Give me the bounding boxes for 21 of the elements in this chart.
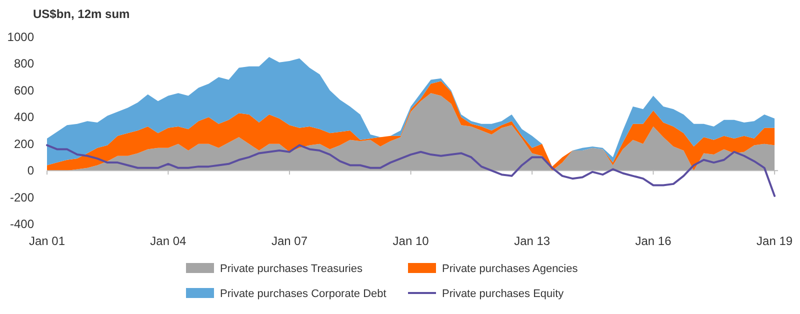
y-tick-label: 200: [14, 136, 34, 151]
y-tick-label: 600: [14, 83, 34, 98]
line-series: [46, 144, 776, 197]
x-tick-label: Jan 19: [756, 234, 793, 248]
x-tick-label: Jan 16: [635, 234, 672, 248]
x-tick-label: Jan 13: [514, 234, 550, 248]
y-tick-label: 800: [14, 56, 34, 71]
y-tick-label: 1000: [7, 30, 34, 44]
y-tick-label: 0: [27, 164, 34, 178]
y-tick-label: -200: [10, 190, 34, 204]
legend-label: Private purchases Treasuries: [220, 263, 363, 275]
y-axis-title: US$bn, 12m sum: [33, 7, 130, 21]
x-tick-label: Jan 10: [392, 234, 430, 248]
legend-label: Private purchases Corporate Debt: [220, 288, 386, 300]
y-tick-label: 400: [14, 110, 34, 124]
x-tick-label: Jan 01: [28, 234, 66, 248]
legend-label: Private purchases Equity: [442, 288, 564, 300]
legend-label: Private purchases Agencies: [442, 263, 578, 275]
y-tick-label: -400: [10, 217, 34, 231]
x-tick-label: Jan 04: [150, 234, 187, 248]
x-tick-label: Jan 07: [271, 234, 308, 248]
